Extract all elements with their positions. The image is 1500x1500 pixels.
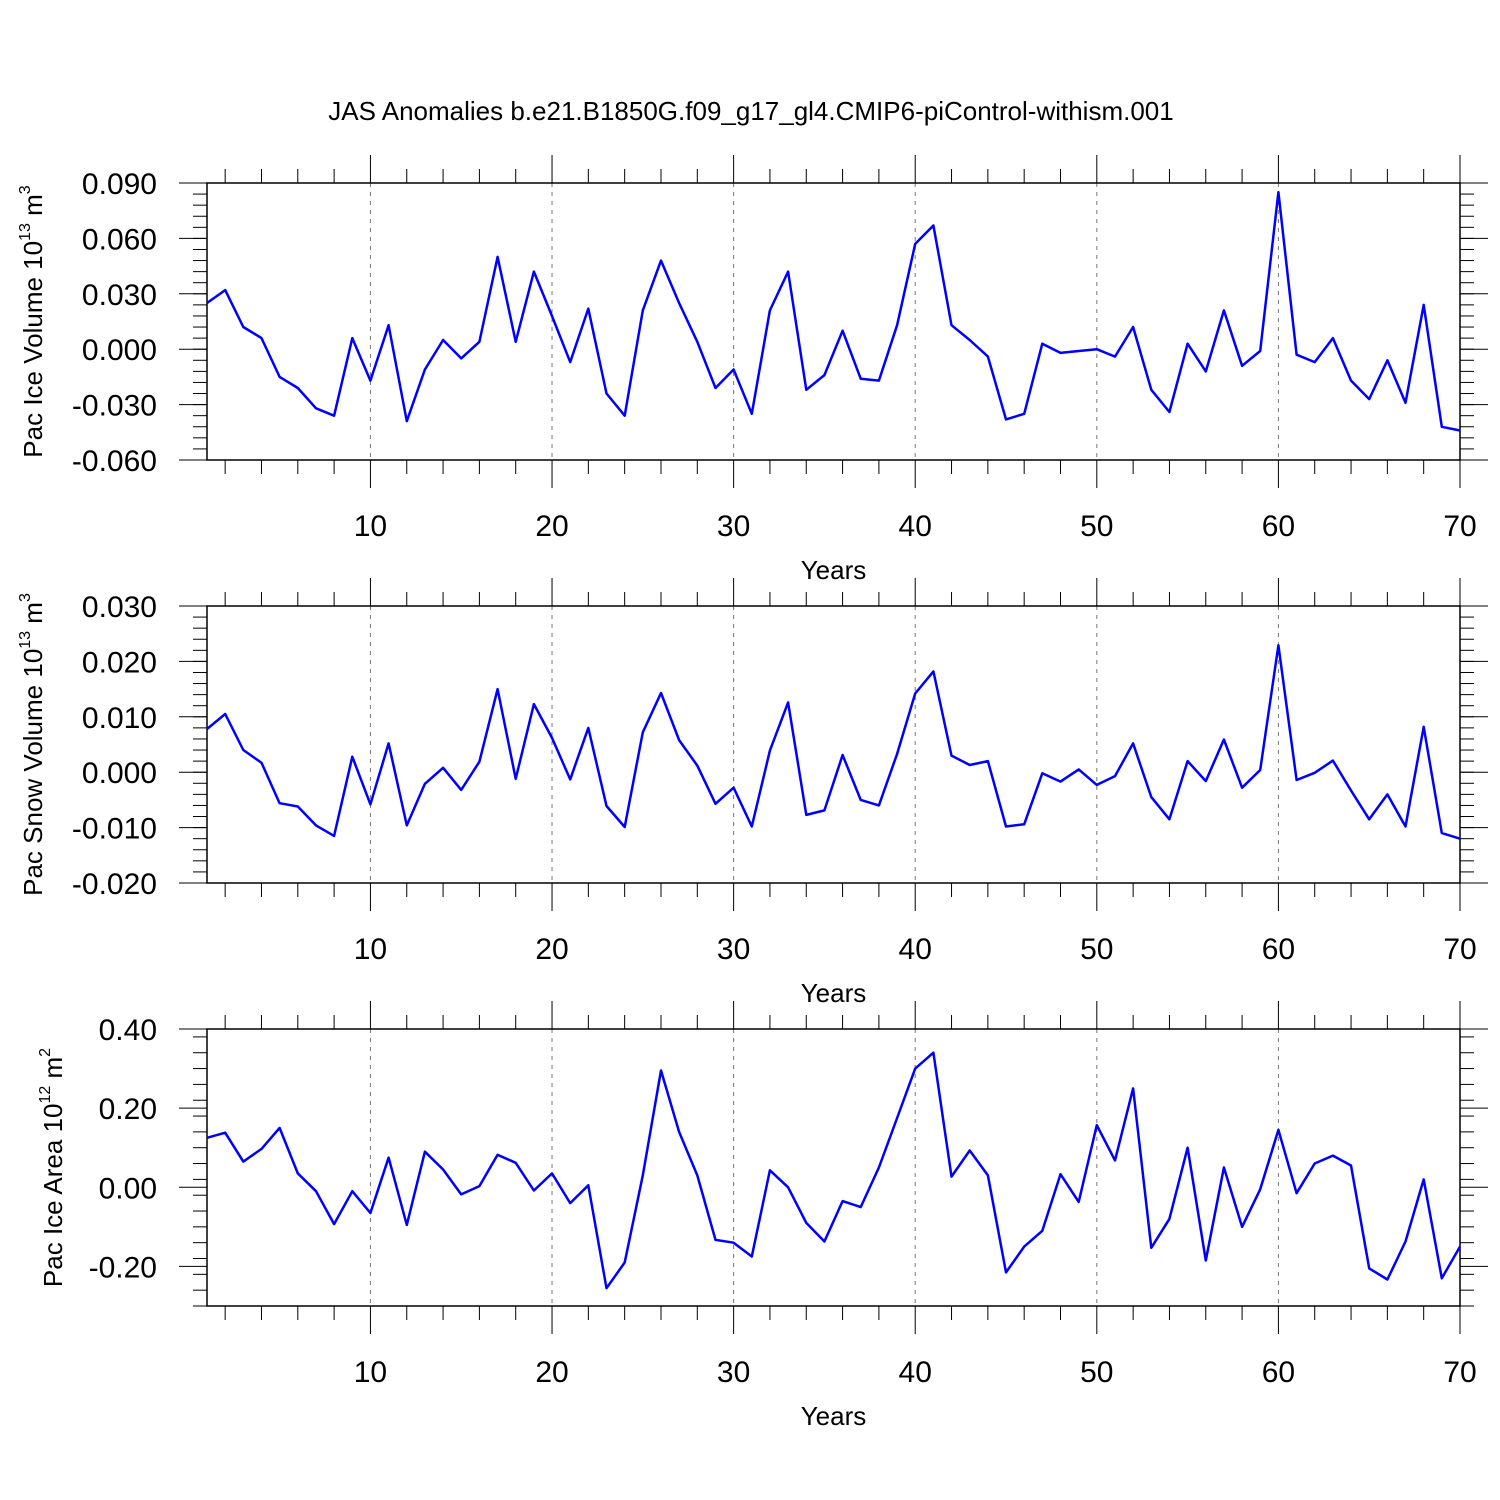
x-axis-label: Years bbox=[801, 978, 867, 1008]
y-tick-label: 0.060 bbox=[82, 223, 157, 256]
x-tick-label: 40 bbox=[899, 510, 932, 543]
y-tick-label: 0.000 bbox=[82, 757, 157, 790]
y-tick-label: 0.000 bbox=[82, 334, 157, 367]
x-tick-label: 40 bbox=[899, 1356, 932, 1389]
x-tick-label: 60 bbox=[1262, 510, 1295, 543]
plot-frame bbox=[206, 1028, 1461, 1307]
x-tick-label: 10 bbox=[354, 510, 387, 543]
y-axis-label-unit-exponent: 3 bbox=[17, 593, 34, 602]
plot-frame bbox=[206, 605, 1461, 884]
x-axis-label: Years bbox=[801, 1401, 867, 1431]
panel-3: 10 20 30 40 50 60 70 Years -0.20 0.00 0.20 0.40 Pac … bbox=[37, 1001, 1488, 1431]
y-axis-label: Pac Ice Volume 1013 m3 bbox=[17, 185, 48, 458]
panel-1: 10 20 30 40 50 60 70 Years -0.060 -0.030 0.000 0.03… bbox=[17, 155, 1488, 585]
y-tick-label: 0.010 bbox=[82, 702, 157, 735]
y-axis-label-unit: m bbox=[38, 1057, 68, 1086]
y-tick-label: 0.00 bbox=[99, 1172, 157, 1205]
series-line bbox=[206, 644, 1461, 840]
y-tick-label: 0.40 bbox=[99, 1014, 157, 1047]
y-axis-label-text: Pac Snow Volume 10 bbox=[18, 649, 48, 896]
panels: 10 20 30 40 50 60 70 Years -0.060 -0.030 0.000 0.03… bbox=[17, 155, 1488, 1431]
x-tick-label: 70 bbox=[1443, 1356, 1476, 1389]
x-tick-label: 60 bbox=[1262, 933, 1295, 966]
y-axis-label: Pac Ice Area 1012 m2 bbox=[37, 1048, 68, 1287]
y-tick-label: -0.20 bbox=[89, 1251, 157, 1284]
y-tick-label: 0.020 bbox=[82, 646, 157, 679]
x-tick-label: 30 bbox=[717, 933, 750, 966]
y-tick-label: -0.020 bbox=[72, 868, 157, 901]
y-axis-label-text: Pac Ice Volume 10 bbox=[18, 241, 48, 458]
x-tick-label: 10 bbox=[354, 933, 387, 966]
y-tick-label: -0.030 bbox=[72, 390, 157, 423]
y-axis-label: Pac Snow Volume 1013 m3 bbox=[17, 593, 48, 896]
y-tick-label: 0.20 bbox=[99, 1093, 157, 1126]
y-axis-label-exponent: 12 bbox=[37, 1086, 54, 1104]
x-tick-label: 40 bbox=[899, 933, 932, 966]
x-axis-label: Years bbox=[801, 555, 867, 585]
x-tick-label: 60 bbox=[1262, 1356, 1295, 1389]
x-tick-label: 20 bbox=[535, 510, 568, 543]
x-tick-label: 50 bbox=[1080, 1356, 1113, 1389]
x-tick-label: 50 bbox=[1080, 510, 1113, 543]
y-axis-label-unit: m bbox=[18, 194, 48, 223]
x-tick-label: 10 bbox=[354, 1356, 387, 1389]
series-line bbox=[206, 190, 1461, 432]
y-axis-label-exponent: 13 bbox=[17, 223, 34, 241]
y-axis-label-unit: m bbox=[18, 602, 48, 631]
y-axis-label-text: Pac Ice Area 10 bbox=[38, 1104, 68, 1288]
y-axis-label-unit-exponent: 3 bbox=[17, 185, 34, 194]
y-axis-label-unit-exponent: 2 bbox=[37, 1048, 54, 1057]
y-tick-label: 0.030 bbox=[82, 591, 157, 624]
x-tick-label: 70 bbox=[1443, 510, 1476, 543]
y-tick-label: -0.010 bbox=[72, 813, 157, 846]
x-tick-label: 70 bbox=[1443, 933, 1476, 966]
series-line bbox=[206, 1051, 1462, 1290]
plot-frame bbox=[206, 182, 1461, 461]
x-tick-label: 30 bbox=[717, 510, 750, 543]
x-tick-label: 50 bbox=[1080, 933, 1113, 966]
x-tick-label: 20 bbox=[535, 1356, 568, 1389]
figure-title: JAS Anomalies b.e21.B1850G.f09_g17_gl4.C… bbox=[328, 96, 1173, 126]
x-tick-label: 30 bbox=[717, 1356, 750, 1389]
y-tick-label: -0.060 bbox=[72, 445, 157, 478]
panel-2: 10 20 30 40 50 60 70 Years -0.020 -0.010 0.000 0.01… bbox=[17, 578, 1488, 1008]
y-axis-label-exponent: 13 bbox=[17, 631, 34, 649]
x-tick-label: 20 bbox=[535, 933, 568, 966]
y-tick-label: 0.030 bbox=[82, 279, 157, 312]
y-tick-label: 0.090 bbox=[82, 168, 157, 201]
